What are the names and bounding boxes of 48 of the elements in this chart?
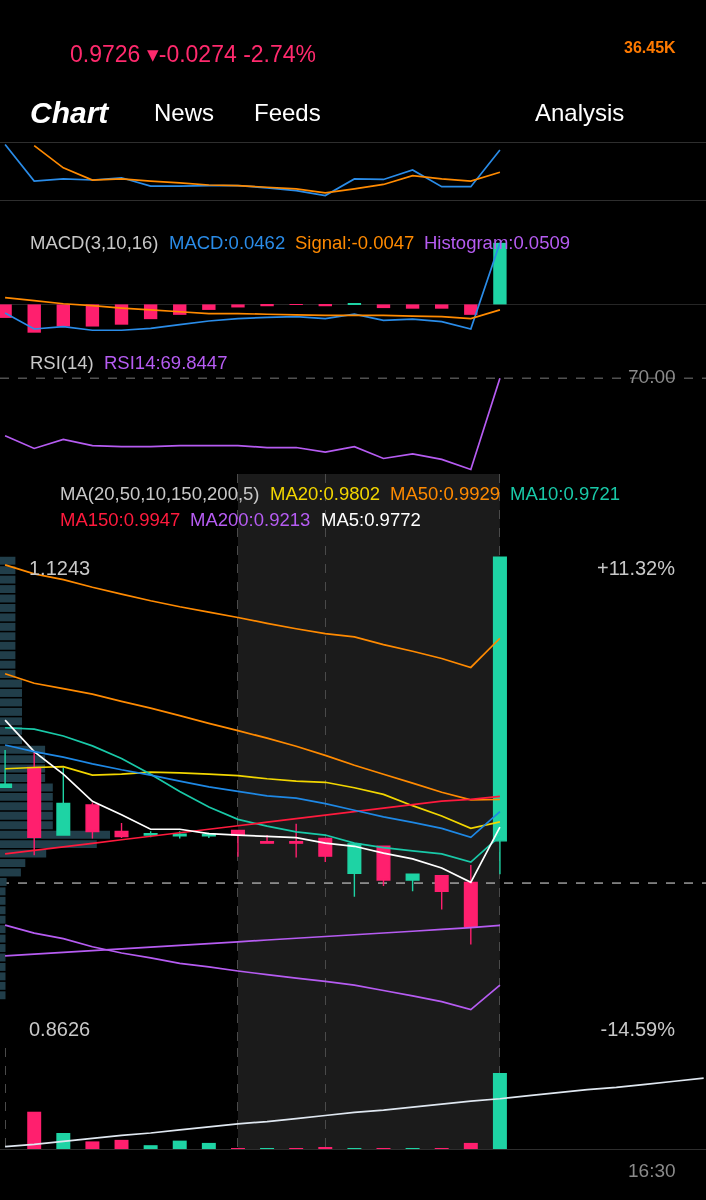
candlestick	[172, 830, 187, 840]
candlestick	[27, 750, 42, 856]
annotation: 70.00	[628, 366, 676, 387]
text: News	[154, 99, 215, 126]
bar	[201, 1142, 216, 1149]
text: Signal:-0.0047	[295, 232, 415, 253]
text: MA5:0.9772	[321, 509, 421, 530]
chart-title: RSI(14)	[30, 352, 94, 373]
candlestick	[260, 834, 275, 844]
series-label: Histogram:0.0509	[424, 232, 571, 253]
line-series	[4, 795, 501, 855]
candlestick	[405, 873, 420, 893]
bar	[143, 1145, 158, 1149]
y2-tick-label: -14.59%	[600, 1017, 676, 1040]
line-series	[4, 765, 501, 830]
text: 0.9726 ▾-0.0274 -2.74%	[70, 41, 317, 67]
candlestick	[85, 801, 100, 840]
candlestick	[289, 823, 304, 859]
text: MA20:0.9802	[270, 483, 381, 504]
bar	[27, 1111, 42, 1149]
text: MA10:0.9721	[510, 483, 621, 504]
bar	[85, 1141, 100, 1149]
text: Feeds	[254, 99, 321, 126]
text: MA150:0.9947	[60, 509, 181, 530]
text: MACD:0.0462	[169, 232, 286, 253]
bar	[114, 1139, 129, 1149]
text: MA200:0.9213	[190, 509, 311, 530]
text: Analysis	[535, 99, 625, 126]
y2-tick-label: +11.32%	[596, 557, 676, 580]
text: RSI14:69.8447	[104, 352, 228, 373]
candlestick	[434, 874, 449, 911]
bar	[172, 1140, 187, 1149]
text: MA(20,50,10,150,200,5)	[60, 483, 260, 504]
text: Chart	[30, 96, 111, 129]
bar	[463, 1142, 478, 1149]
text: 16:30	[628, 1160, 676, 1181]
y-tick-label: 0.8626	[29, 1017, 91, 1040]
candlestick	[56, 766, 71, 836]
bar	[492, 1072, 507, 1149]
text: 36.45K	[624, 39, 677, 56]
candlestick	[463, 864, 478, 946]
candlestick	[0, 749, 13, 788]
chart-title: MACD(3,10,16)	[30, 232, 159, 253]
candlestick	[114, 822, 129, 839]
candlestick	[318, 837, 333, 863]
y-tick-label: 1.1243	[29, 557, 91, 580]
text: MA50:0.9929	[390, 483, 501, 504]
bar	[0, 953, 6, 962]
